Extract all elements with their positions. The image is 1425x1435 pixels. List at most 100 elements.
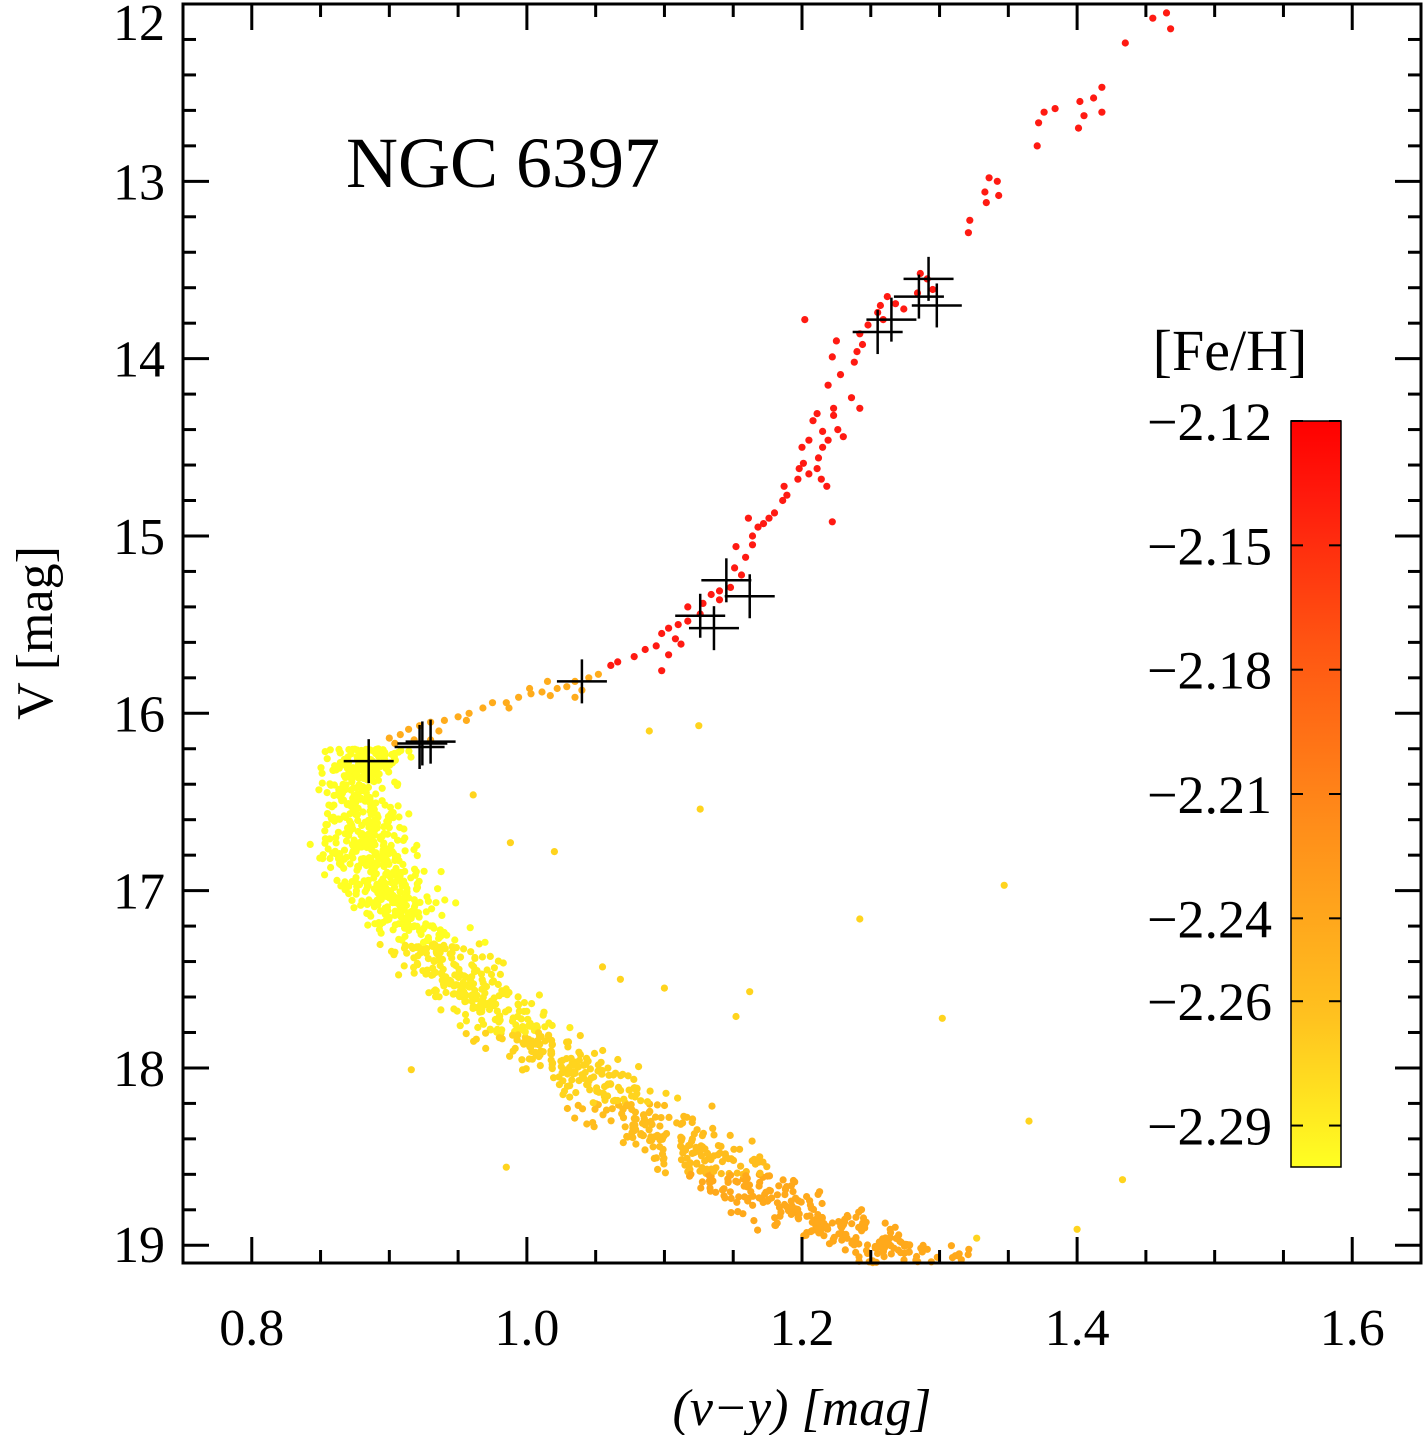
main-sequence-point — [754, 1226, 762, 1234]
main-sequence-point — [639, 1131, 648, 1139]
main-sequence-point — [451, 936, 459, 944]
main-sequence-point — [380, 823, 388, 831]
main-sequence-point — [567, 1054, 575, 1062]
main-sequence-point — [454, 970, 462, 978]
main-sequence-point — [679, 1149, 687, 1157]
error-cross — [866, 297, 917, 342]
star-point — [465, 709, 473, 717]
main-sequence-point — [400, 903, 408, 912]
main-sequence-point — [496, 970, 504, 979]
y-tick-labels: 12 13 14 15 16 17 18 19 — [113, 0, 165, 1274]
main-sequence-point — [653, 1101, 662, 1109]
star-point — [832, 337, 841, 345]
main-sequence-point — [372, 859, 380, 867]
main-sequence-point — [373, 811, 381, 819]
main-sequence-point — [348, 840, 356, 849]
main-sequence-point — [539, 1011, 547, 1019]
main-sequence-point — [456, 953, 465, 961]
main-sequence-point — [526, 1019, 534, 1027]
star-point — [1040, 108, 1048, 116]
main-sequence-point — [432, 987, 440, 995]
main-sequence-point — [673, 1119, 681, 1127]
main-sequence-point — [330, 849, 338, 857]
main-sequence-point — [326, 854, 334, 863]
main-sequence-point — [852, 1248, 860, 1256]
star-point — [1025, 1117, 1033, 1125]
main-sequence-point — [375, 752, 383, 761]
star-point — [828, 518, 836, 526]
main-sequence-point — [456, 1022, 464, 1030]
main-sequence-point — [370, 824, 379, 832]
x-tick-label: 1.6 — [1320, 1300, 1385, 1357]
error-cross — [397, 721, 448, 766]
main-sequence-point — [487, 970, 496, 979]
main-sequence-point — [393, 781, 401, 790]
main-sequence-point — [548, 1064, 556, 1072]
main-sequence-point — [886, 1234, 894, 1242]
main-sequence-point — [453, 1007, 461, 1015]
star-point — [407, 1066, 415, 1074]
star-point — [488, 699, 497, 707]
main-sequence-point — [410, 969, 418, 977]
y-tick-label: 18 — [113, 1041, 165, 1098]
main-sequence-point — [547, 1050, 555, 1058]
main-sequence-point — [718, 1186, 727, 1194]
main-sequence-point — [563, 1104, 572, 1113]
main-sequence-point — [319, 851, 327, 859]
main-sequence-point — [417, 930, 425, 939]
main-sequence-point — [489, 1002, 498, 1010]
star-point — [891, 300, 900, 308]
star-point — [645, 727, 653, 735]
main-sequence-point — [348, 896, 356, 905]
star-point — [594, 670, 603, 678]
main-sequence-point — [697, 1152, 706, 1160]
main-sequence-point — [400, 962, 408, 970]
star-point — [614, 658, 622, 666]
main-sequence-point — [625, 1086, 633, 1094]
main-sequence-point — [548, 1036, 556, 1044]
main-sequence-point — [755, 1194, 763, 1202]
main-sequence-point — [654, 1165, 662, 1173]
main-sequence-point — [321, 839, 329, 847]
main-sequence-point — [550, 1074, 558, 1082]
main-sequence-point — [410, 846, 418, 854]
main-sequence-point — [657, 1114, 665, 1122]
main-sequence-point — [518, 1056, 526, 1064]
main-sequence-point — [325, 801, 333, 809]
star-point — [748, 541, 757, 549]
main-sequence-point — [450, 960, 458, 968]
main-sequence-point — [830, 1233, 838, 1241]
star-point — [732, 1012, 740, 1021]
star-point — [435, 727, 443, 735]
main-sequence-point — [446, 980, 454, 988]
main-sequence-point — [495, 1034, 503, 1042]
main-sequence-point — [521, 1033, 529, 1041]
star-point — [391, 739, 399, 748]
main-sequence-point — [429, 971, 437, 979]
y-axis-title: V [mag] — [7, 546, 64, 720]
main-sequence-point — [564, 1038, 573, 1046]
main-sequence-point — [637, 1097, 645, 1105]
main-sequence-point — [727, 1194, 735, 1202]
main-sequence-point — [458, 983, 466, 991]
main-sequence-point — [649, 1143, 657, 1151]
main-sequence-point — [632, 1115, 640, 1123]
main-sequence-point — [357, 765, 365, 774]
main-sequence-point — [346, 810, 354, 818]
main-sequence-point — [395, 971, 403, 979]
main-sequence-point — [880, 1253, 888, 1261]
star-point — [440, 716, 448, 725]
main-sequence-point — [586, 1065, 595, 1073]
main-sequence-point — [405, 747, 413, 755]
star-point — [641, 645, 649, 654]
main-sequence-point — [679, 1119, 687, 1127]
main-sequence-point — [390, 832, 398, 840]
main-sequence-point — [490, 964, 498, 972]
main-sequence-point — [850, 1239, 858, 1247]
main-sequence-point — [367, 912, 375, 920]
main-sequence-point — [342, 881, 350, 889]
main-sequence-point — [410, 963, 418, 972]
error-cross — [724, 574, 775, 619]
x-axis-title: (v−y) [mag] — [673, 1380, 932, 1435]
